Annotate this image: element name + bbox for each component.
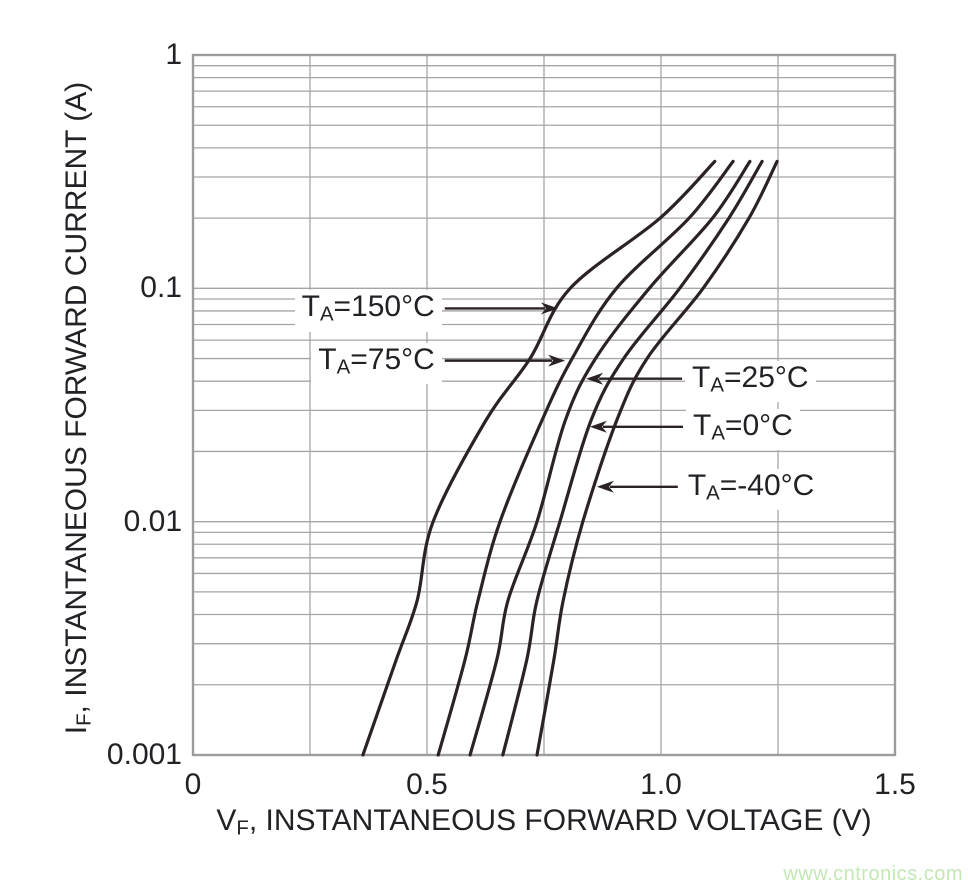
curve-ta-0 bbox=[501, 159, 764, 757]
x-axis-symbol-subscript: F bbox=[236, 817, 249, 840]
temp-label-value: =-40°C bbox=[719, 468, 815, 502]
y-tick-label-0.001: 0.001 bbox=[106, 738, 182, 771]
temp-label-subscript: A bbox=[706, 482, 720, 505]
curves bbox=[361, 159, 779, 757]
temp-label-ta-150: TA=150°C bbox=[294, 290, 442, 332]
y-axis-symbol-subscript: F bbox=[73, 713, 96, 726]
x-axis-symbol: V bbox=[216, 804, 237, 837]
plot-border bbox=[191, 53, 897, 757]
temp-label-subscript: A bbox=[710, 374, 724, 397]
temp-label-symbol: T bbox=[692, 408, 712, 442]
y-axis-symbol: I bbox=[60, 725, 93, 735]
temp-label-symbol: T bbox=[692, 360, 711, 394]
temp-label-symbol: T bbox=[687, 468, 707, 502]
temp-label-value: =0°C bbox=[724, 408, 793, 442]
temp-label-symbol: T bbox=[301, 290, 320, 324]
watermark: www.cntronics.com bbox=[783, 863, 963, 885]
temp-label-ta-25: TA=25°C bbox=[685, 360, 816, 403]
y-axis-title-text: , INSTANTANEOUS FORWARD CURRENT (A) bbox=[60, 81, 93, 714]
temp-label-ta--40: TA=-40°C bbox=[680, 468, 822, 511]
x-tick-label-0.5: 0.5 bbox=[406, 768, 448, 801]
y-tick-label-0.1: 0.1 bbox=[140, 271, 182, 305]
x-tick-label-1.5: 1.5 bbox=[874, 768, 916, 801]
temp-label-subscript: A bbox=[319, 303, 334, 326]
x-tick-label-1.0: 1.0 bbox=[640, 768, 682, 801]
y-axis-title: IF, INSTANTANEOUS FORWARD CURRENT (A) bbox=[60, 28, 96, 788]
temp-label-ta-75: TA=75°C bbox=[311, 342, 442, 385]
grid bbox=[192, 54, 896, 755]
curve-ta-75 bbox=[436, 159, 735, 757]
arrow-head-ta-75 bbox=[548, 354, 566, 367]
temp-label-ta-0: TA=0°C bbox=[685, 408, 800, 451]
curve-ta-150 bbox=[361, 159, 717, 757]
arrow-head-ta-150 bbox=[541, 302, 558, 315]
temp-label-value: =150°C bbox=[333, 290, 435, 324]
y-tick-label-1: 1 bbox=[165, 38, 182, 71]
arrow-head-ta-0 bbox=[589, 420, 607, 433]
temp-label-subscript: A bbox=[336, 356, 351, 379]
curve-ta-25 bbox=[468, 159, 752, 757]
x-axis-title-text: , INSTANTANEOUS FORWARD VOLTAGE (V) bbox=[248, 804, 872, 837]
x-axis-title: VF, INSTANTANEOUS FORWARD VOLTAGE (V) bbox=[144, 804, 944, 845]
x-tick-label-0: 0 bbox=[184, 768, 202, 801]
arrow-head-ta-25 bbox=[586, 372, 604, 385]
arrow-head-ta--40 bbox=[596, 480, 614, 493]
curve-ta--40 bbox=[535, 159, 779, 757]
temp-label-value: =25°C bbox=[723, 360, 809, 394]
y-tick-label-0.01: 0.01 bbox=[123, 504, 182, 538]
temp-label-symbol: T bbox=[318, 342, 337, 376]
temp-label-value: =75°C bbox=[350, 342, 435, 376]
annotation-arrows bbox=[444, 302, 683, 493]
temp-label-subscript: A bbox=[711, 422, 725, 445]
